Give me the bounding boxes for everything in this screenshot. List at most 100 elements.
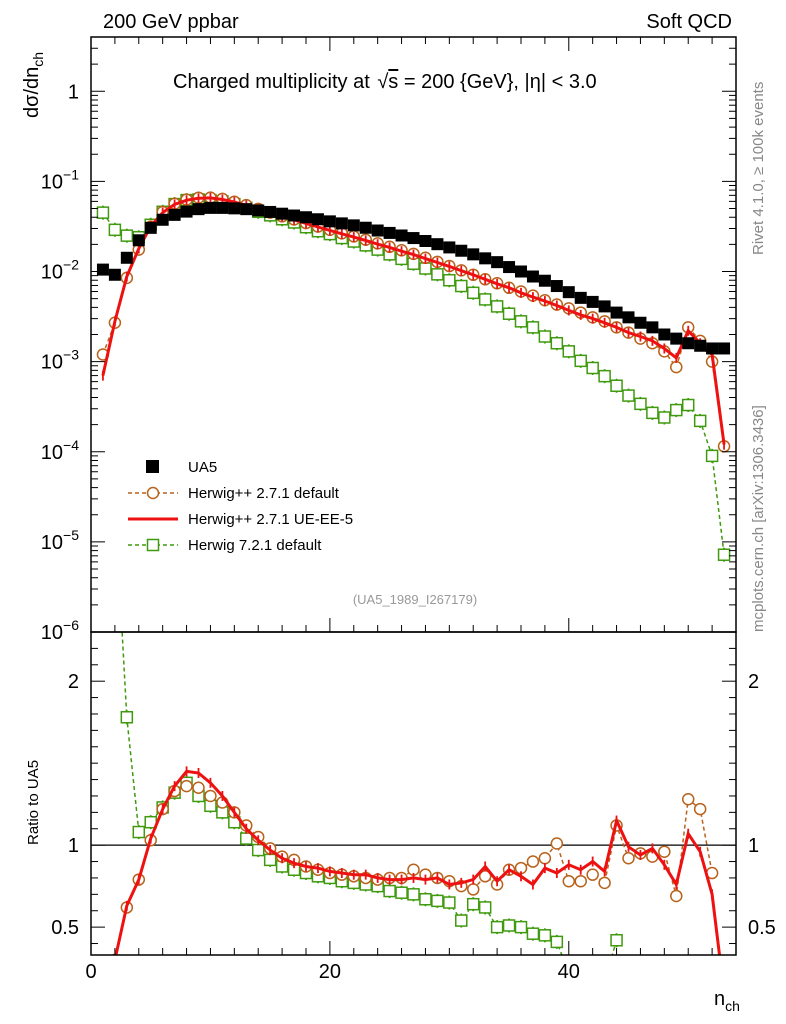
main-point-h72-default [574, 354, 587, 368]
ratio-point-h27-default [97, 984, 108, 995]
main-point-ua5 [132, 234, 145, 247]
ratio-point-h72-default [431, 894, 444, 908]
ratio-point-h27-default [622, 852, 635, 865]
main-point-ua5 [479, 252, 492, 265]
main-point-h72-default [622, 389, 635, 402]
axes: 1 10−1 10−2 10−3 10−4 10−5 10−6 0 20 40 0.5 0.5 1 1 2 2 [41, 36, 776, 983]
main-point-h72-default [670, 403, 683, 417]
main-y-tick-label: 10−4 [41, 437, 79, 464]
main-point-h72-default [431, 268, 444, 281]
legend-label-h27-ue: Herwig++ 2.7.1 UE-EE-5 [188, 511, 353, 528]
ratio-point-h72-default [466, 897, 480, 911]
legend-marker-h72-default [146, 538, 160, 552]
main-point-h72-default [120, 229, 134, 242]
x-tick-label: 0 [85, 961, 96, 983]
ratio-point-h72-default [538, 929, 552, 942]
main-point-ua5 [622, 311, 635, 324]
main-point-ua5 [300, 211, 312, 224]
ratio-point-h27-default [550, 837, 564, 850]
main-point-ua5 [574, 291, 587, 304]
main-point-ua5 [335, 217, 348, 230]
main-point-ua5 [120, 251, 133, 264]
main-y-tick-label: 10−1 [41, 166, 79, 193]
ratio-plot-series [91, 632, 736, 995]
main-point-ua5 [694, 339, 707, 352]
legend-label-h72-default: Herwig 7.2.1 default [188, 537, 322, 554]
main-point-h72-default [646, 406, 659, 420]
main-point-ua5 [443, 241, 456, 254]
legend-marker-ua5 [146, 460, 159, 473]
ratio-axis-label: Ratio to UA5 [25, 760, 42, 845]
main-point-h27-default [670, 360, 683, 374]
ratio-point-h72-default [478, 901, 492, 914]
ratio-y-tick-label-left: 0.5 [51, 917, 79, 939]
ratio-line-h27-ue [114, 769, 722, 955]
main-point-h72-default [419, 262, 432, 275]
ratio-y-tick-label-right: 1 [748, 835, 759, 857]
legend-item-h72-default: Herwig 7.2.1 default [128, 537, 322, 554]
main-point-ua5 [419, 235, 432, 248]
ratio-frame [90, 631, 737, 956]
ratio-point-h72-default [240, 832, 253, 845]
main-point-h72-default [514, 315, 528, 328]
main-point-ua5 [610, 306, 623, 319]
ratio-point-h72-default [514, 920, 528, 934]
ratio-point-h27-default [466, 883, 480, 896]
source-text: mcplots.cern.ch [arXiv:1306.3436] [750, 405, 767, 632]
analysis-id-watermark: (UA5_1989_I267179) [353, 592, 477, 607]
legend: UA5 Herwig++ 2.7.1 default Herwig++ 2.7.… [128, 459, 353, 554]
ratio-y-tick-label-right: 2 [748, 671, 759, 693]
main-point-ua5 [156, 213, 169, 226]
main-point-ua5 [180, 205, 193, 218]
ratio-point-h27-default [598, 876, 611, 890]
main-point-h72-default [550, 336, 564, 350]
main-point-ua5 [706, 342, 719, 355]
ratio-point-h27-default [562, 874, 576, 888]
main-point-ua5 [515, 265, 527, 278]
main-point-h72-default [466, 286, 480, 300]
ratio-point-h72-default [490, 920, 504, 934]
main-point-h72-default [490, 300, 504, 313]
legend-label-ua5: UA5 [188, 459, 217, 476]
main-point-ua5 [96, 263, 109, 276]
ratio-point-h72-default [120, 711, 134, 724]
ratio-point-h72-default [587, 974, 598, 985]
main-series-ua5 [96, 201, 731, 355]
main-point-ua5 [634, 316, 647, 329]
ratio-point-h72-default [395, 886, 408, 899]
main-point-h72-default [108, 223, 122, 237]
main-point-h72-default [96, 206, 110, 219]
x-axis-label: nch [714, 988, 740, 1014]
main-plot-series [96, 191, 731, 562]
main-point-h72-default [634, 397, 647, 411]
chart-title: Charged multiplicity at √s = 200 {GeV}, … [173, 71, 597, 93]
legend-marker-h27-default [146, 486, 160, 500]
main-point-ua5 [276, 207, 289, 220]
main-point-ua5 [204, 201, 217, 214]
ratio-point-h72-default [419, 893, 432, 906]
ratio-series-h72-default [120, 632, 623, 987]
ratio-point-h72-default [599, 976, 610, 987]
main-point-ua5 [395, 229, 408, 242]
main-point-ua5 [168, 208, 181, 221]
legend-item-ua5: UA5 [146, 459, 217, 476]
ratio-point-h72-default [132, 825, 146, 839]
main-point-ua5 [431, 238, 444, 251]
legend-item-h27-ue: Herwig++ 2.7.1 UE-EE-5 [128, 511, 353, 528]
main-point-ua5 [562, 286, 575, 299]
ratio-series-h27-ue [113, 766, 722, 955]
main-point-ua5 [192, 203, 205, 216]
main-point-ua5 [252, 204, 265, 217]
rivet-version-text: Rivet 4.1.0, ≥ 100k events [750, 82, 767, 255]
main-point-ua5 [718, 342, 731, 355]
main-point-ua5 [383, 226, 396, 239]
ratio-point-h72-default [443, 896, 456, 909]
main-point-h72-default [502, 307, 516, 320]
main-point-ua5 [264, 205, 277, 218]
main-point-ua5 [598, 300, 611, 313]
main-point-h72-default [658, 411, 671, 424]
ratio-point-h72-default [610, 933, 623, 947]
main-point-ua5 [682, 337, 695, 350]
main-y-tick-label: 10−3 [41, 347, 79, 374]
